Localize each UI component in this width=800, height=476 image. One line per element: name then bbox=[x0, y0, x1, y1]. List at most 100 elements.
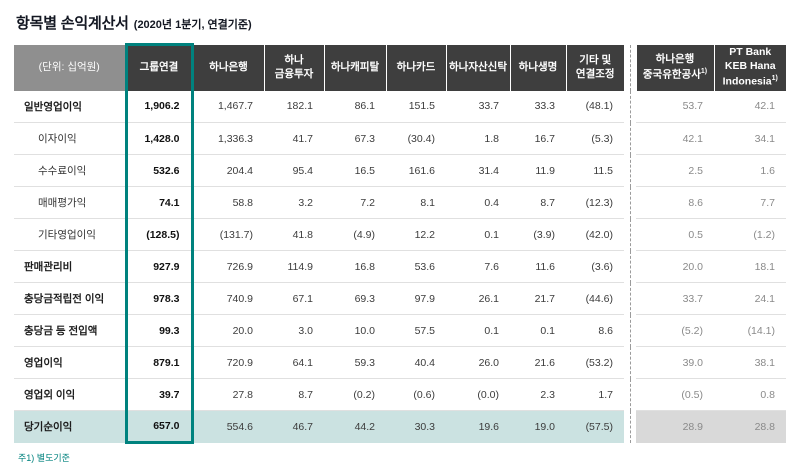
col-header-line: 하나자산신탁 bbox=[449, 60, 507, 73]
cell-hana-life: 8.7 bbox=[510, 186, 566, 219]
cell-hana-life: 21.6 bbox=[510, 346, 566, 379]
cell-hana-bank: 720.9 bbox=[192, 346, 264, 379]
table-row: 매매평가익 74.1 58.8 3.2 7.2 8.1 0.4 8.7 (12.3) 8.6 7.7 bbox=[14, 186, 786, 219]
cell-others-consolidation-adjustment: (3.6) bbox=[566, 250, 624, 283]
col-header-line: 하나캐피탈 bbox=[330, 60, 380, 73]
group-separator-dashed-line bbox=[624, 218, 636, 251]
col-header-line: 하나생명 bbox=[518, 60, 558, 73]
cell-hana-life: (3.9) bbox=[510, 218, 566, 251]
cell-hana-card: 30.3 bbox=[386, 410, 446, 443]
col-header-line: 중국유한공사1) bbox=[642, 67, 708, 81]
table-body: 일반영업이익 1,906.2 1,467.7 182.1 86.1 151.5 33.7 33… bbox=[14, 90, 786, 444]
cell-hana-bank: 554.6 bbox=[192, 410, 264, 443]
row-label: 당기순이익 bbox=[14, 410, 126, 443]
cell-hana-asset-trust: 0.1 bbox=[446, 314, 510, 347]
cell-pt-bank-keb-hana-indonesia: 28.8 bbox=[714, 410, 786, 443]
cell-hana-asset-trust: 26.0 bbox=[446, 346, 510, 379]
cell-hana-capital: 16.5 bbox=[324, 154, 386, 187]
cell-group-consolidated: 74.1 bbox=[124, 186, 194, 219]
cell-hana-financial-investment: 3.2 bbox=[264, 186, 324, 219]
row-label: 영업외 이익 bbox=[14, 378, 126, 411]
cell-hana-financial-investment: 64.1 bbox=[264, 346, 324, 379]
group-separator-dashed-line bbox=[624, 154, 636, 187]
group-separator-dashed-line bbox=[624, 90, 636, 123]
table-header-row: (단위: 십억원) 그룹연결 하나은행 하나 금융투자 하나캐피탈 하나카드 하나자산신탁 하나… bbox=[14, 43, 786, 91]
cell-hana-life: 2.3 bbox=[510, 378, 566, 411]
row-label: 기타영업이익 bbox=[14, 218, 126, 251]
cell-pt-bank-keb-hana-indonesia: 42.1 bbox=[714, 90, 786, 123]
cell-hana-capital: (4.9) bbox=[324, 218, 386, 251]
cell-group-consolidated: 978.3 bbox=[124, 282, 194, 315]
group-separator-dashed-line bbox=[624, 346, 636, 379]
cell-group-consolidated: 657.0 bbox=[124, 410, 194, 444]
row-label: 판매관리비 bbox=[14, 250, 126, 283]
cell-group-consolidated: 532.6 bbox=[124, 154, 194, 187]
table-row: 충당금 등 전입액 99.3 20.0 3.0 10.0 57.5 0.1 0.1 8.6 (5.… bbox=[14, 314, 786, 347]
cell-pt-bank-keb-hana-indonesia: 34.1 bbox=[714, 122, 786, 155]
cell-hana-bank-china: 53.7 bbox=[636, 90, 714, 123]
group-separator-dashed-line bbox=[624, 44, 636, 91]
cell-hana-financial-investment: 95.4 bbox=[264, 154, 324, 187]
cell-others-consolidation-adjustment: (12.3) bbox=[566, 186, 624, 219]
report-subtitle: (2020년 1분기, 연결기준) bbox=[133, 19, 252, 31]
cell-hana-bank: 58.8 bbox=[192, 186, 264, 219]
group-separator-dashed-line bbox=[624, 282, 636, 315]
cell-hana-bank-china: (0.5) bbox=[636, 378, 714, 411]
col-header-line: 금융투자 bbox=[274, 67, 314, 80]
col-header-hana-bank: 하나은행 bbox=[191, 44, 264, 91]
cell-hana-card: 12.2 bbox=[386, 218, 446, 251]
cell-group-consolidated: 39.7 bbox=[124, 378, 194, 411]
cell-pt-bank-keb-hana-indonesia: 1.6 bbox=[714, 154, 786, 187]
col-header-line: 하나카드 bbox=[396, 60, 436, 73]
cell-hana-bank-china: (5.2) bbox=[636, 314, 714, 347]
cell-hana-asset-trust: 1.8 bbox=[446, 122, 510, 155]
footnote-marker: 1) bbox=[700, 67, 708, 75]
cell-hana-asset-trust: 31.4 bbox=[446, 154, 510, 187]
cell-pt-bank-keb-hana-indonesia: (14.1) bbox=[714, 314, 786, 347]
cell-hana-capital: (0.2) bbox=[324, 378, 386, 411]
col-header-group-consolidated: 그룹연결 bbox=[124, 43, 194, 91]
table-row: 기타영업이익 (128.5) (131.7) 41.8 (4.9) 12.2 0.1 (3.9… bbox=[14, 218, 786, 251]
cell-hana-asset-trust: 33.7 bbox=[446, 90, 510, 123]
cell-hana-asset-trust: (0.0) bbox=[446, 378, 510, 411]
col-header-hana-asset-trust: 하나자산신탁 bbox=[445, 44, 510, 91]
cell-hana-bank-china: 0.5 bbox=[636, 218, 714, 251]
col-header-pt-bank-keb-hana-indonesia: PT Bank KEB Hana Indonesia1) bbox=[713, 44, 786, 91]
cell-hana-financial-investment: 3.0 bbox=[264, 314, 324, 347]
cell-hana-card: (0.6) bbox=[386, 378, 446, 411]
cell-others-consolidation-adjustment: (48.1) bbox=[566, 90, 624, 123]
table-row: 일반영업이익 1,906.2 1,467.7 182.1 86.1 151.5 33.7 33… bbox=[14, 90, 786, 123]
cell-hana-bank-china: 28.9 bbox=[636, 410, 714, 443]
col-header-hana-card: 하나카드 bbox=[385, 44, 446, 91]
cell-group-consolidated: 927.9 bbox=[124, 250, 194, 283]
col-header-others-consolidation-adjustment: 기타 및 연결조정 bbox=[565, 44, 624, 91]
cell-hana-asset-trust: 19.6 bbox=[446, 410, 510, 443]
cell-group-consolidated: (128.5) bbox=[124, 218, 194, 251]
cell-hana-capital: 10.0 bbox=[324, 314, 386, 347]
cell-group-consolidated: 879.1 bbox=[124, 346, 194, 379]
cell-hana-bank-china: 39.0 bbox=[636, 346, 714, 379]
cell-hana-asset-trust: 26.1 bbox=[446, 282, 510, 315]
col-header-hana-financial-investment: 하나 금융투자 bbox=[263, 44, 324, 91]
cell-hana-card: 161.6 bbox=[386, 154, 446, 187]
col-header-line: 연결조정 bbox=[575, 67, 615, 80]
cell-hana-capital: 69.3 bbox=[324, 282, 386, 315]
col-header-line: Indonesia1) bbox=[722, 74, 778, 88]
col-header-line: KEB Hana bbox=[724, 59, 776, 72]
income-statement-table: (단위: 십억원) 그룹연결 하나은행 하나 금융투자 하나캐피탈 하나카드 하나자산신탁 하나… bbox=[14, 43, 786, 444]
row-label: 이자이익 bbox=[14, 122, 126, 155]
table-row: 영업이익 879.1 720.9 64.1 59.3 40.4 26.0 21.6 (53.2)… bbox=[14, 346, 786, 379]
cell-hana-card: (30.4) bbox=[386, 122, 446, 155]
cell-others-consolidation-adjustment: 11.5 bbox=[566, 154, 624, 187]
col-header-hana-capital: 하나캐피탈 bbox=[323, 44, 386, 91]
cell-hana-bank-china: 42.1 bbox=[636, 122, 714, 155]
cell-hana-card: 53.6 bbox=[386, 250, 446, 283]
table-row: 수수료이익 532.6 204.4 95.4 16.5 161.6 31.4 11.9 11.5… bbox=[14, 154, 786, 187]
cell-pt-bank-keb-hana-indonesia: 7.7 bbox=[714, 186, 786, 219]
cell-hana-card: 8.1 bbox=[386, 186, 446, 219]
cell-hana-bank: 726.9 bbox=[192, 250, 264, 283]
cell-hana-capital: 86.1 bbox=[324, 90, 386, 123]
cell-others-consolidation-adjustment: (42.0) bbox=[566, 218, 624, 251]
cell-hana-financial-investment: 46.7 bbox=[264, 410, 324, 443]
row-label: 충당금적립전 이익 bbox=[14, 282, 126, 315]
